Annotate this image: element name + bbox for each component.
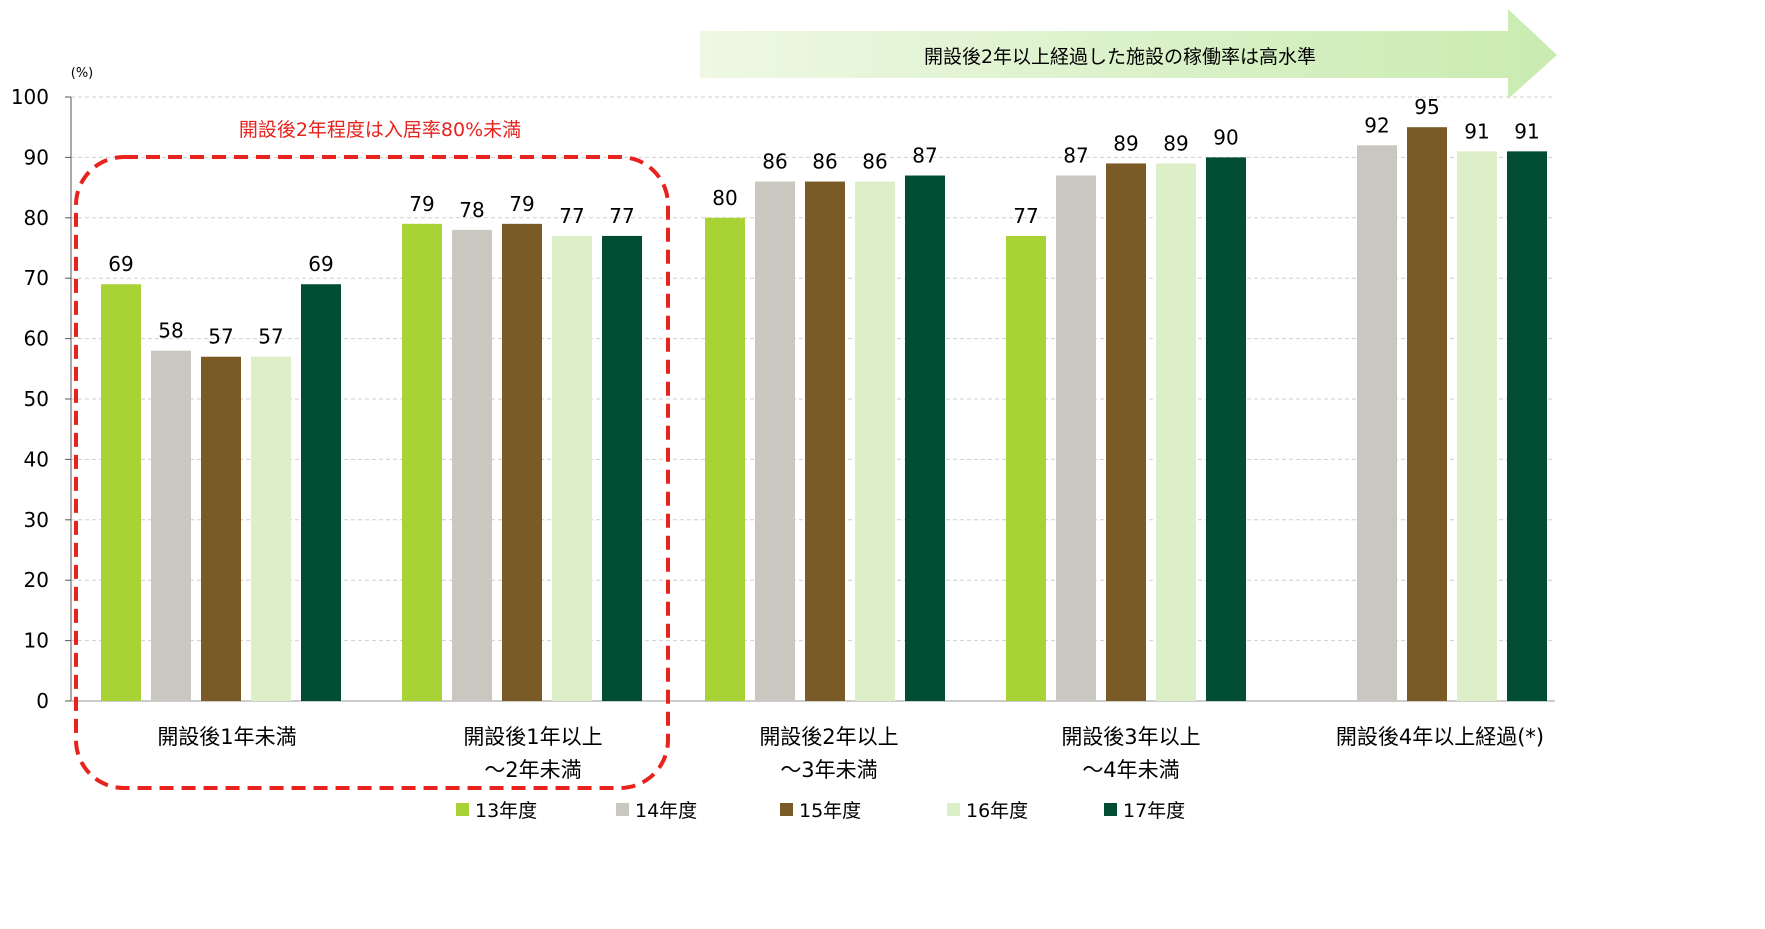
bar (1457, 151, 1497, 702)
legend-swatch (947, 803, 960, 816)
legend-label: 14年度 (635, 800, 697, 822)
data-label: 69 (308, 252, 333, 276)
x-tick-label: 開設後1年以上 ～2年未満 (463, 725, 602, 782)
x-tick-label-line: ～2年未満 (484, 758, 581, 782)
bar (1357, 145, 1397, 701)
bar (452, 229, 492, 701)
data-label: 87 (912, 144, 937, 168)
data-label: 90 (1213, 125, 1238, 149)
bar (201, 356, 241, 701)
data-label: 79 (509, 192, 534, 216)
x-tick-label-line: 開設後4年以上経過(*) (1336, 725, 1544, 749)
bar (805, 181, 845, 701)
y-tick-label: 0 (36, 689, 49, 713)
bar (1056, 175, 1096, 701)
bar (301, 284, 341, 701)
data-label: 89 (1163, 131, 1188, 155)
legend-swatch (780, 803, 793, 816)
bar (1206, 157, 1246, 701)
bar (502, 223, 542, 701)
data-label: 69 (108, 252, 133, 276)
data-label: 80 (712, 186, 737, 210)
bar (1156, 163, 1196, 701)
arrow-banner (700, 9, 1557, 99)
data-label: 86 (762, 150, 787, 174)
bar (855, 181, 895, 701)
bar (755, 181, 795, 701)
legend-label: 15年度 (799, 800, 861, 822)
legend-swatch (456, 803, 469, 816)
data-label: 91 (1464, 119, 1489, 143)
legend-label: 13年度 (475, 800, 537, 822)
data-label: 91 (1514, 119, 1539, 143)
data-label: 86 (862, 150, 887, 174)
x-tick-label-line: 開設後3年以上 (1061, 725, 1200, 749)
x-tick-label-line: ～3年未満 (780, 758, 877, 782)
bar (1407, 127, 1447, 701)
data-label: 87 (1063, 144, 1088, 168)
bar (1006, 235, 1046, 702)
legend-swatch (616, 803, 629, 816)
data-label: 77 (1013, 204, 1038, 228)
bar (905, 175, 945, 701)
y-tick-label: 10 (24, 629, 49, 653)
bar (402, 223, 442, 701)
x-tick-label-line: 開設後2年以上 (759, 725, 898, 749)
y-tick-label: 50 (24, 387, 49, 411)
data-label: 79 (409, 192, 434, 216)
y-tick-label: 40 (24, 447, 49, 471)
bar (552, 235, 592, 702)
x-tick-labels: 開設後1年未満 開設後1年以上 ～2年未満 開設後2年以上 ～3年未満 開設後3年以上 ～4… (157, 725, 1544, 782)
y-tick-label: 90 (24, 145, 49, 169)
bar (1106, 163, 1146, 701)
data-label: 78 (459, 198, 484, 222)
data-labels: 69 58 57 57 69 79 78 79 77 77 80 86 86 86 87 77 87 89 89 90… (108, 95, 1539, 349)
bar (101, 284, 141, 701)
legend-swatch (1104, 803, 1117, 816)
data-label: 77 (609, 204, 634, 228)
data-label: 86 (812, 150, 837, 174)
data-label: 89 (1113, 131, 1138, 155)
legend-label: 16年度 (966, 800, 1028, 822)
data-label: 92 (1364, 113, 1389, 137)
red-dashed-box (74, 155, 670, 790)
red-box-note: 開設後2年程度は入居率80%未満 (239, 119, 521, 141)
bar (251, 356, 291, 701)
x-tick-label-line: 開設後1年以上 (463, 725, 602, 749)
x-tick-label-line: ～4年未満 (1082, 758, 1179, 782)
bar (1507, 151, 1547, 702)
x-tick-label-line: 開設後1年未満 (157, 725, 296, 749)
bars (101, 127, 1547, 702)
legend-label: 17年度 (1123, 800, 1185, 822)
data-label: 57 (258, 325, 283, 349)
data-label: 95 (1414, 95, 1439, 119)
y-unit-label: (%) (71, 66, 94, 81)
arrow-note: 開設後2年以上経過した施設の稼働率は高水準 (924, 46, 1316, 68)
y-tick-label: 20 (24, 568, 49, 592)
bar (151, 350, 191, 701)
y-tick-label: 80 (24, 206, 49, 230)
x-tick-label: 開設後2年以上 ～3年未満 (759, 725, 898, 782)
x-tick-label: 開設後3年以上 ～4年未満 (1061, 725, 1200, 782)
data-label: 57 (208, 325, 233, 349)
x-tick-label: 開設後1年未満 (157, 725, 296, 749)
data-label: 58 (158, 319, 183, 343)
y-tick-label: 30 (24, 508, 49, 532)
x-tick-label: 開設後4年以上経過(*) (1336, 725, 1544, 749)
y-tick-label: 100 (11, 85, 49, 109)
legend: 13年度 14年度 15年度 16年度 17年度 (456, 800, 1185, 822)
bar (602, 235, 642, 702)
data-label: 77 (559, 204, 584, 228)
bar (705, 217, 745, 702)
y-tick-label: 60 (24, 327, 49, 351)
y-tick-label: 70 (24, 266, 49, 290)
